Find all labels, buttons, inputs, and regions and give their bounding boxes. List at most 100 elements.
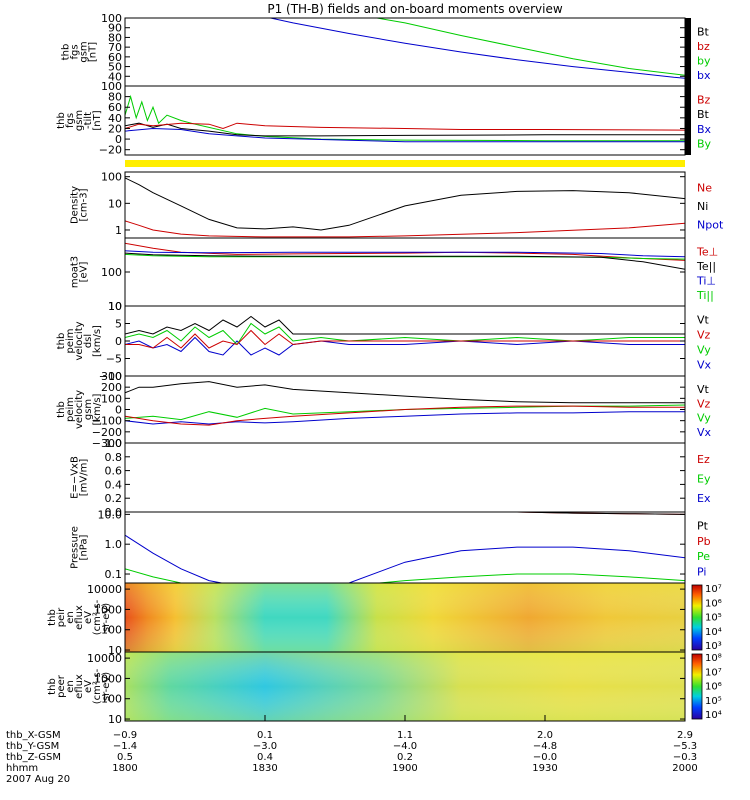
y-tick-label: 0.1 (105, 568, 123, 581)
legend-label: bz (697, 40, 710, 53)
series-line-Pi (125, 534, 685, 583)
y-axis-label: eV (83, 611, 94, 624)
x-tick-label: 2000 (672, 763, 697, 774)
colorbar-tick-label: 10⁴ (705, 710, 722, 721)
y-tick-label: 100 (101, 171, 122, 184)
panel-3: 1 10 100 Density[cm-3] Ne Ni Npot (70, 171, 724, 239)
y-tick-label: −10 (99, 370, 122, 383)
colorbar-tick-label: 10⁶ (705, 682, 722, 693)
y-tick-label: 40 (108, 112, 122, 125)
y-tick-label: 100 (101, 266, 122, 279)
y-axis-label: thb (47, 678, 58, 695)
legend-label: bx (697, 69, 711, 82)
legend-label: Ey (697, 473, 711, 486)
x-tick-label: −1.4 (113, 741, 137, 752)
y-tick-label: 0.4 (105, 478, 123, 491)
legend-label: Ti|| (696, 289, 714, 302)
colorbar-tick-label: 10⁷ (705, 584, 722, 595)
legend-label: Vx (697, 359, 712, 372)
series-line-Vy (125, 322, 685, 346)
y-tick-label: 0.6 (105, 465, 123, 478)
y-tick-label: 0 (115, 133, 122, 146)
y-tick-label: 10 (108, 300, 122, 313)
x-tick-label: 2.0 (537, 730, 553, 741)
series-line-bx (270, 18, 685, 79)
y-tick-label: 1 (115, 224, 122, 237)
x-tick-label: 0.1 (257, 730, 273, 741)
colorbar-tick-label: 10⁸ (705, 653, 722, 664)
panel-edge-bar (685, 18, 691, 86)
y-tick-label: 0 (115, 404, 122, 417)
legend-label: Pe (697, 550, 710, 563)
series-line-Pe (125, 568, 685, 583)
y-axis-label: fgs (70, 44, 81, 59)
y-tick-label: 80 (108, 31, 122, 44)
legend-label: Bx (697, 123, 712, 136)
panel-edge-bar (685, 86, 691, 155)
legend-label: Pt (697, 520, 709, 533)
panel-4: 10 100 moat3[eV] Te⊥ Te||Ti⊥ Ti|| (70, 237, 718, 313)
y-tick-label: 10 (108, 644, 122, 657)
y-axis-label: moat3 (70, 256, 81, 288)
y-tick-label: −100 (92, 415, 122, 428)
series-line-Vt (125, 315, 685, 335)
x-tick-label: 0.5 (117, 752, 133, 763)
colorbar-tick-label: 10⁷ (705, 667, 722, 678)
x-tick-label: 0.4 (257, 752, 273, 763)
mode-bar (125, 160, 685, 167)
series-line-Bt (125, 122, 685, 137)
y-tick-label: −5 (106, 353, 122, 366)
y-axis-label: eflux (74, 605, 85, 630)
y-axis-label: sr-eV) (101, 603, 112, 632)
series-line-Bx (125, 127, 685, 143)
y-tick-label: 100 (101, 12, 122, 25)
series-line-Vt (125, 381, 685, 404)
y-axis-label: [nT] (92, 110, 103, 130)
y-axis-label: (cm²-s- (92, 599, 103, 635)
y-tick-label: 100 (101, 392, 122, 405)
y-tick-label: −20 (99, 144, 122, 157)
legend-label: Bt (697, 25, 710, 38)
y-tick-label: 10.0 (98, 508, 123, 521)
x-row-label: thb_Y-GSM (6, 741, 59, 752)
legend-label: Vt (697, 314, 710, 327)
x-tick-label: −5.3 (673, 741, 697, 752)
legend-label: Bz (697, 93, 711, 106)
x-tick-label: −4.8 (533, 741, 557, 752)
colorbar-2 (691, 653, 703, 720)
y-axis-label: gsm (74, 110, 85, 131)
y-axis-label: velocity (74, 390, 85, 429)
panel-frame (124, 171, 686, 239)
x-tick-label: 1930 (532, 763, 557, 774)
panel-frame (124, 511, 686, 584)
y-tick-label: −300 (92, 437, 122, 450)
y-tick-label: 10 (108, 197, 122, 210)
series-line-Vx (125, 411, 685, 425)
series-line-Vx (125, 336, 685, 356)
legend-label: Ti⊥ (696, 274, 716, 287)
legend-label: Pi (697, 565, 706, 578)
legend-label: Te|| (696, 260, 716, 273)
series-line-Te (125, 252, 685, 270)
legend-label: By (697, 138, 712, 151)
y-axis-label: en (65, 611, 76, 624)
series-line-Te (125, 242, 685, 261)
series-line-Pt (488, 512, 685, 515)
panel-frame (124, 442, 686, 513)
y-axis-label: thb (47, 609, 58, 626)
y-tick-label: 1.0 (105, 538, 123, 551)
colorbar-tick-label: 10³ (705, 641, 722, 652)
y-tick-label: 100 (101, 624, 122, 637)
y-tick-label: 1000 (94, 603, 122, 616)
panel-9: 10³ 10⁴ 10⁵ 10⁶ 10⁷ 10 100 1000 10000 thbpeirenef… (47, 582, 722, 657)
legend-label: Vz (697, 329, 711, 342)
x-tick-label: 1830 (252, 763, 277, 774)
date-label: 2007 Aug 20 (6, 774, 70, 785)
legend-label: Npot (697, 219, 724, 232)
panel-frame (124, 17, 686, 87)
y-axis-label: -tilt (83, 112, 94, 129)
x-tick-label: 1900 (392, 763, 417, 774)
series-line-Vz (125, 405, 685, 426)
y-tick-label: 0 (115, 335, 122, 348)
